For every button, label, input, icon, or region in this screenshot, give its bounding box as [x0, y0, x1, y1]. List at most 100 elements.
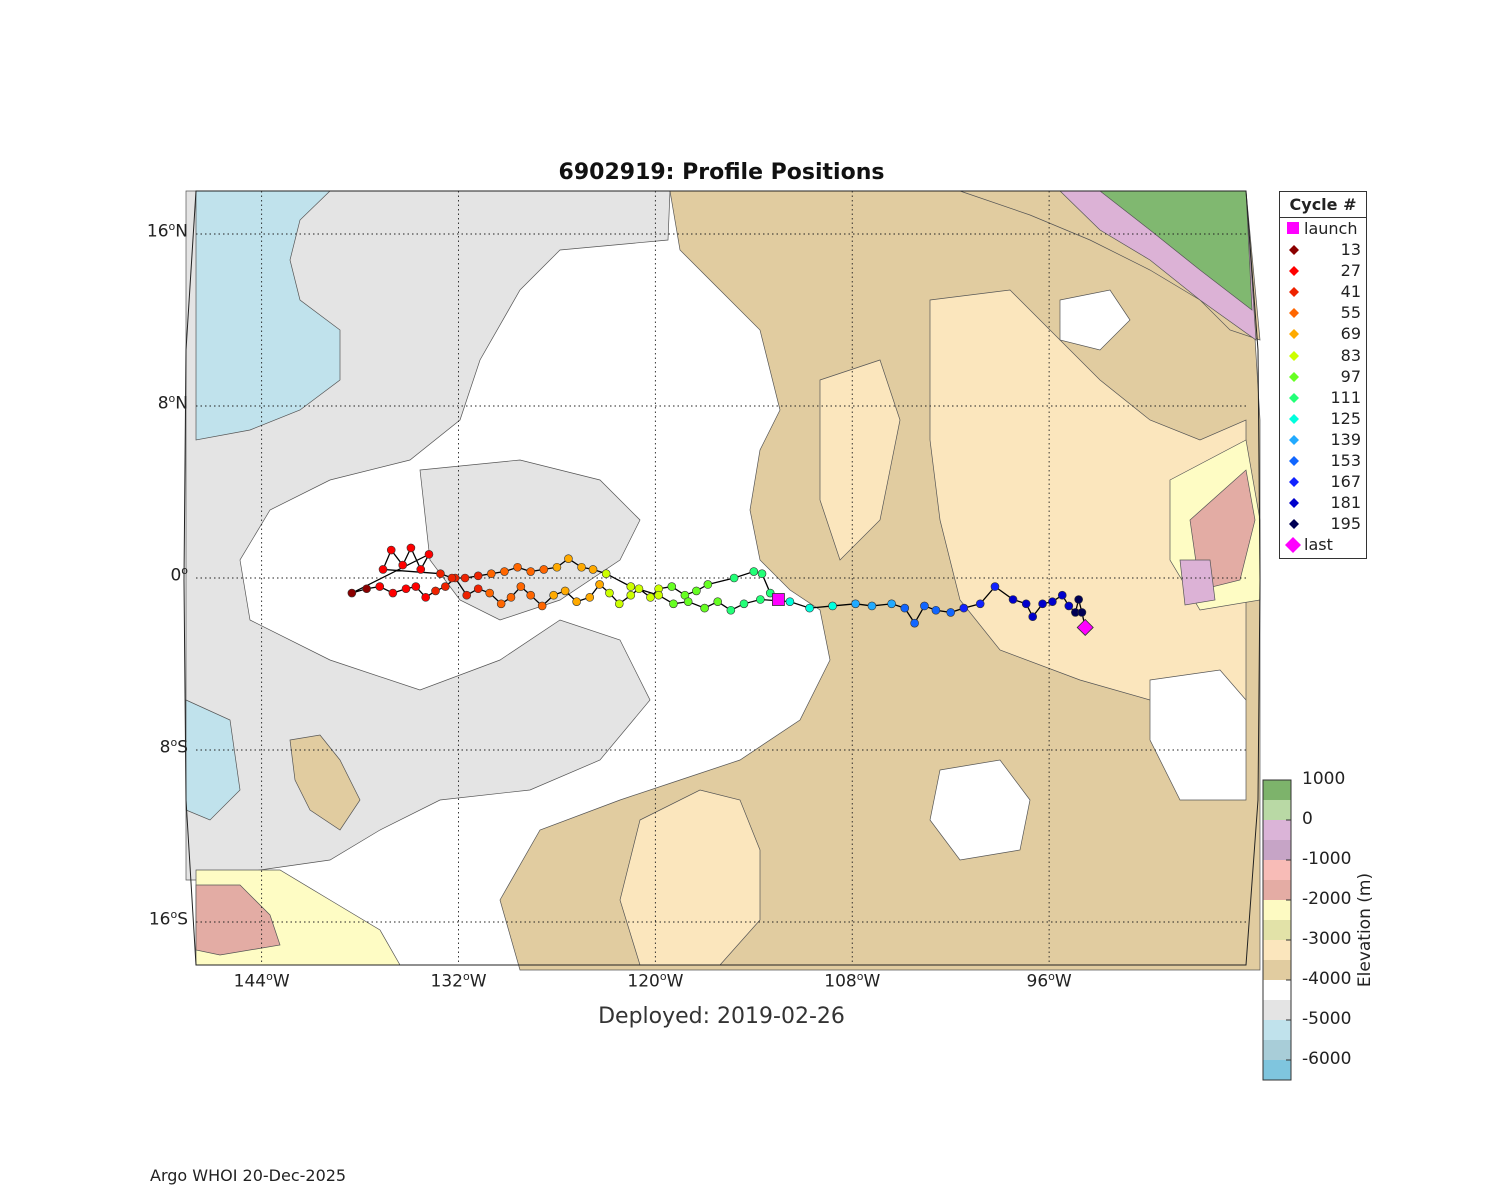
- colorbar-swatch: [1263, 1060, 1291, 1081]
- colorbar-swatch: [1263, 880, 1291, 901]
- profile-point: [756, 595, 765, 604]
- abyssal-region-equator: [419, 459, 641, 621]
- profile-point: [669, 599, 678, 609]
- cycle-diamond-icon: [1289, 287, 1299, 298]
- profile-point: [749, 567, 759, 576]
- profile-point: [634, 584, 644, 594]
- profile-point: [867, 601, 877, 611]
- colorbar-swatch: [1263, 860, 1291, 881]
- deep-pocket-south: [929, 759, 1031, 861]
- lon-tick-label: 108oW: [824, 970, 881, 992]
- colorbar-tick-label: -1000: [1302, 849, 1352, 869]
- ridge-southwest-high: [195, 884, 281, 956]
- colorbar-tick-label: 1000: [1302, 769, 1346, 789]
- profile-point: [421, 593, 430, 602]
- legend-row-cycle: 195: [1280, 513, 1366, 534]
- profile-point: [473, 584, 483, 594]
- profile-point: [667, 582, 677, 591]
- legend-row-cycle: 55: [1280, 302, 1366, 323]
- legend-cycle-list: 13 27 41 55 69 83 97 111 125 139 153 167 181 195: [1280, 239, 1366, 534]
- colorbar-swatch: [1263, 1040, 1291, 1061]
- deployed-date: Deployed: 2019-02-26: [598, 1004, 845, 1029]
- colorbar-tick-label: 0: [1302, 809, 1313, 829]
- profile-point: [487, 569, 496, 579]
- profile-point: [362, 584, 371, 594]
- profile-point: [946, 608, 955, 617]
- profile-point: [398, 560, 408, 570]
- profile-point: [585, 593, 595, 602]
- lon-tick-label: 132oW: [430, 970, 487, 992]
- profile-point: [431, 586, 440, 596]
- profile-point: [1038, 599, 1047, 609]
- legend-cycle-label: 83: [1340, 345, 1361, 365]
- lon-tick-label: 120oW: [627, 970, 684, 992]
- profile-point: [386, 545, 396, 555]
- galapagos-island: [1179, 559, 1216, 606]
- colorbar-frame: [1262, 779, 1292, 1081]
- profile-point: [851, 599, 860, 609]
- legend-row-cycle: 13: [1280, 239, 1366, 260]
- cycle-diamond-icon: [1289, 266, 1299, 277]
- profile-point: [614, 599, 624, 609]
- profile-point: [473, 571, 483, 581]
- colorbar-swatch: [1263, 940, 1291, 961]
- profile-point: [729, 573, 739, 583]
- legend-cycle-label: 153: [1330, 451, 1361, 471]
- legend-row-launch: launch: [1280, 218, 1366, 239]
- profile-point: [757, 569, 767, 579]
- profile-point: [526, 590, 535, 600]
- profile-point: [920, 601, 929, 611]
- cycle-diamond-icon: [1289, 371, 1299, 382]
- deep-pocket-north: [1059, 289, 1131, 351]
- profile-point: [805, 603, 814, 613]
- profile-point: [828, 601, 837, 611]
- legend-row-last: last: [1280, 534, 1366, 555]
- profile-point: [626, 582, 636, 591]
- legend-cycle-label: 139: [1330, 429, 1361, 449]
- colorbar-tick-label: -6000: [1302, 1049, 1352, 1069]
- rise-crest-mid: [819, 359, 901, 561]
- profile-point: [485, 588, 494, 598]
- profile-point: [436, 569, 445, 579]
- colorbar-tick-label: -4000: [1302, 969, 1352, 989]
- profile-point: [496, 599, 506, 609]
- colorbar-tick-label: -2000: [1302, 889, 1352, 909]
- cycle-diamond-icon: [1289, 519, 1299, 530]
- cycle-diamond-icon: [1289, 329, 1299, 340]
- lat-tick-label: 16oS: [148, 908, 188, 930]
- profile-point: [388, 588, 398, 598]
- profile-point: [703, 580, 713, 589]
- colorbar-swatch: [1263, 900, 1291, 921]
- profile-point: [416, 565, 426, 574]
- colorbar-swatch: [1263, 820, 1291, 841]
- footer-credit: Argo WHOI 20-Dec-2025: [150, 1166, 347, 1185]
- profile-point: [713, 597, 723, 606]
- profile-point: [1057, 590, 1067, 600]
- profile-point: [572, 597, 581, 606]
- lon-tick-label: 96oW: [1026, 970, 1072, 992]
- profile-point: [564, 554, 573, 563]
- lat-tick-label: 8oS: [159, 736, 188, 758]
- elevation-label: Elevation (m): [1355, 872, 1375, 988]
- launch-square-icon: [1287, 222, 1299, 234]
- profile-point: [347, 588, 357, 598]
- seamount-chain: [289, 734, 361, 831]
- profile-point: [549, 590, 558, 600]
- profile-point: [375, 582, 385, 591]
- profile-point: [654, 590, 663, 600]
- profile-point: [1021, 599, 1031, 609]
- profile-point: [460, 573, 470, 583]
- profile-point: [601, 569, 611, 579]
- legend-row-cycle: 139: [1280, 429, 1366, 450]
- profile-point: [900, 603, 910, 613]
- profile-point: [560, 586, 570, 596]
- profile-point: [959, 603, 969, 613]
- profile-point: [500, 567, 509, 576]
- colorbar-tick-label: -5000: [1302, 1009, 1352, 1029]
- profile-point: [605, 588, 614, 598]
- profile-point: [516, 582, 526, 591]
- colorbar-swatch: [1263, 980, 1291, 1001]
- legend-row-cycle: 27: [1280, 260, 1366, 281]
- legend-cycle-label: 69: [1340, 324, 1361, 344]
- profile-point: [1028, 612, 1038, 622]
